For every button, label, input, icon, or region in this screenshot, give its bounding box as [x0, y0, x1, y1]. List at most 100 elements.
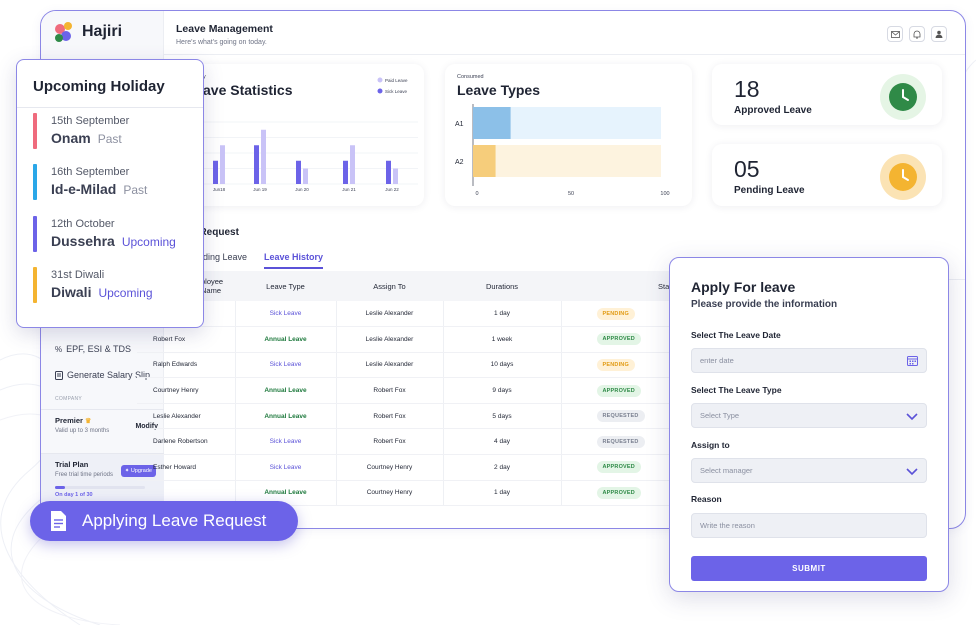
table-row[interactable]: Darlene Robertson Sick Leave Robert Fox 4 d…	[137, 428, 737, 456]
assign-to-cell: Courtney Henry	[335, 480, 443, 507]
x-tick-label: Jun 21	[342, 187, 356, 192]
holiday-item[interactable]: 15th September Onam Past	[33, 113, 198, 149]
leave-date-input[interactable]: enter date	[691, 348, 927, 373]
tab-leave-history[interactable]: Leave History	[264, 252, 324, 269]
assign-to-cell: Courtney Henry	[335, 454, 443, 481]
assign-to-cell: Leslie Alexander	[335, 301, 443, 328]
holiday-status: Upcoming	[121, 235, 176, 249]
premier-title: Premier ♛	[55, 416, 92, 425]
leave-type-cell: Sick Leave	[234, 454, 336, 481]
pending-leave-card: 05 Pending Leave	[712, 144, 942, 206]
bar-value	[473, 107, 511, 139]
holiday-name: Id-e-Milad Past	[51, 181, 148, 197]
assign-to-cell: Leslie Alexander	[335, 352, 443, 379]
applying-leave-banner: Applying Leave Request	[30, 501, 298, 541]
stats-title: ave Statistics	[203, 82, 293, 98]
duration-cell: 9 days	[442, 377, 561, 404]
submit-button[interactable]: SUBMIT	[691, 556, 927, 581]
holiday-item[interactable]: 16th September Id-e-Milad Past	[33, 164, 198, 200]
sidebar-item-salary-slip[interactable]: Generate Salary Slip	[55, 370, 150, 380]
trial-title: Trial Plan	[55, 460, 89, 469]
sidebar-item-label: Generate Salary Slip	[67, 370, 151, 380]
leave-statistics-card: y ave Statistics Paid Leave Sick Leave Jun…	[173, 64, 424, 206]
trial-progress-fill	[55, 486, 65, 489]
chevron-down-icon	[906, 468, 918, 476]
types-title: Leave Types	[457, 82, 541, 98]
holiday-status: Past	[97, 132, 122, 146]
employee-name-cell: Darlene Robertson	[137, 428, 235, 456]
percent-icon: %	[55, 344, 63, 354]
table-row[interactable]: Leslie Alexander Annual Leave Robert Fox 5 …	[137, 403, 737, 430]
types-caption: Consumed	[457, 74, 484, 80]
holiday-date: 16th September	[51, 166, 130, 178]
employee-name-cell: Courtney Henry	[137, 377, 235, 404]
holiday-divider	[17, 107, 203, 108]
mail-icon[interactable]	[887, 26, 903, 42]
bar-paid-leave	[220, 145, 225, 184]
duration-cell: 4 day	[442, 428, 561, 456]
duration-cell: 5 days	[442, 403, 561, 430]
table-row[interactable]: Robert Fox Annual Leave Leslie Alexander 1 …	[137, 326, 737, 353]
holiday-item[interactable]: 31st Diwali Diwali Upcoming	[33, 267, 198, 303]
assign-to-cell: Leslie Alexander	[335, 326, 443, 353]
duration-cell: 2 day	[442, 454, 561, 481]
leave-request-title: ave Request	[180, 227, 239, 238]
apply-subtitle: Please provide the information	[691, 299, 838, 310]
status-badge: PENDING	[596, 307, 635, 320]
crown-icon: ♛	[85, 418, 92, 425]
calendar-icon	[907, 356, 918, 366]
leave-types-card: Consumed Leave Types A1 A2 0 50 100	[445, 64, 692, 206]
table-row[interactable]: Courtney Henry Annual Leave Robert Fox 9 da…	[137, 377, 737, 404]
assign-to-cell: Robert Fox	[335, 377, 443, 404]
reason-input[interactable]: Write the reason	[691, 513, 927, 538]
stats-caption: y	[203, 74, 206, 80]
assign-manager-select[interactable]: Select manager	[691, 458, 927, 483]
holiday-status: Past	[123, 183, 148, 197]
holiday-date: 12th October	[51, 218, 115, 230]
duration-cell: 1 week	[442, 326, 561, 353]
bar-track	[473, 145, 661, 177]
document-icon	[55, 370, 63, 380]
holiday-color-bar	[33, 267, 37, 303]
duration-cell: 1 day	[442, 301, 561, 328]
upcoming-holiday-panel: Upcoming Holiday 15th September Onam Past…	[16, 59, 204, 328]
tab-pending-leave[interactable]: nding Leave	[198, 252, 248, 262]
user-icon[interactable]	[931, 26, 947, 42]
bar-value	[473, 145, 496, 177]
pending-clock-badge	[880, 154, 926, 200]
assign-to-cell: Robert Fox	[335, 428, 443, 456]
brand[interactable]: Hajiri	[52, 20, 122, 44]
leave-type-cell: Sick Leave	[234, 428, 336, 456]
table-row[interactable]: Esther Howard Sick Leave Courtney Henry 2 d…	[137, 454, 737, 481]
trial-progress-text: On day 1 of 30	[55, 492, 93, 498]
status-badge: APPROVED	[596, 461, 641, 474]
holiday-name: Dussehra Upcoming	[51, 233, 176, 249]
approved-label: Approved Leave	[734, 105, 812, 116]
page-title: Leave Management	[176, 23, 273, 35]
holiday-name: Diwali Upcoming	[51, 284, 153, 300]
sidebar-item-epf[interactable]: % EPF, ESI & TDS	[55, 344, 131, 354]
holiday-name: Onam Past	[51, 130, 122, 146]
reason-label: Reason	[691, 494, 722, 504]
bar-sick-leave	[254, 145, 259, 184]
status-badge: REQUESTED	[596, 435, 645, 448]
assign-to-cell: Robert Fox	[335, 403, 443, 430]
column-header: Leave Type	[235, 271, 336, 301]
holiday-status: Upcoming	[98, 286, 153, 300]
holiday-item[interactable]: 12th October Dussehra Upcoming	[33, 216, 198, 252]
leave-type-cell: Annual Leave	[234, 377, 336, 404]
table-row[interactable]: Ralph Edwards Sick Leave Leslie Alexander 1…	[137, 352, 737, 379]
column-header: Durations	[443, 271, 561, 301]
sparkle-icon: ✦	[124, 468, 130, 474]
y-tick-label: A1	[455, 121, 464, 128]
premier-validity: Valid up to 3 months	[55, 428, 110, 434]
bell-icon[interactable]	[909, 26, 925, 42]
apply-leave-form: Apply For leave Please provide the infor…	[669, 257, 949, 592]
bar-sick-leave	[386, 160, 391, 184]
x-tick-label: Jun 19	[253, 187, 267, 192]
leave-type-select[interactable]: Select Type	[691, 403, 927, 428]
holiday-color-bar	[33, 113, 37, 149]
x-tick-label: 100	[660, 191, 669, 197]
clock-icon	[889, 83, 917, 111]
